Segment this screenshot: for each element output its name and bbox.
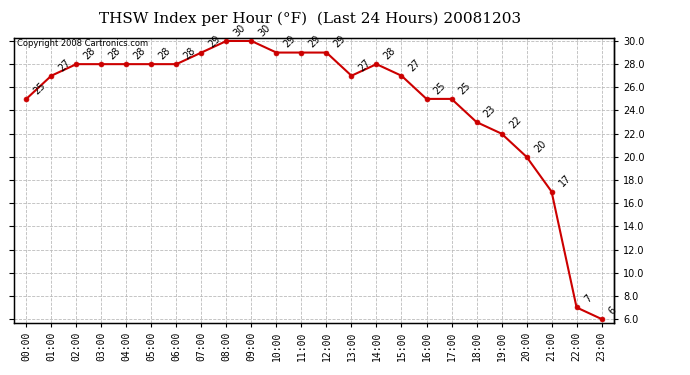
Text: 25: 25	[32, 80, 48, 96]
Text: 25: 25	[457, 80, 473, 96]
Text: 29: 29	[282, 34, 298, 50]
Text: 28: 28	[132, 45, 148, 62]
Text: 27: 27	[57, 57, 72, 73]
Text: 20: 20	[532, 138, 548, 154]
Text: 17: 17	[557, 173, 573, 189]
Text: 28: 28	[382, 45, 398, 62]
Text: 30: 30	[232, 22, 248, 38]
Text: 28: 28	[182, 45, 198, 62]
Text: 29: 29	[332, 34, 348, 50]
Text: 30: 30	[257, 22, 273, 38]
Text: 23: 23	[482, 104, 498, 119]
Text: THSW Index per Hour (°F)  (Last 24 Hours) 20081203: THSW Index per Hour (°F) (Last 24 Hours)…	[99, 11, 522, 26]
Text: 28: 28	[82, 45, 98, 62]
Text: 6: 6	[607, 305, 618, 316]
Text: 29: 29	[307, 34, 323, 50]
Text: 28: 28	[157, 45, 172, 62]
Text: 7: 7	[582, 293, 593, 304]
Text: Copyright 2008 Cartronics.com: Copyright 2008 Cartronics.com	[17, 39, 148, 48]
Text: 27: 27	[407, 57, 423, 73]
Text: 22: 22	[507, 115, 523, 131]
Text: 25: 25	[432, 80, 448, 96]
Text: 29: 29	[207, 34, 223, 50]
Text: 27: 27	[357, 57, 373, 73]
Text: 28: 28	[107, 45, 123, 62]
